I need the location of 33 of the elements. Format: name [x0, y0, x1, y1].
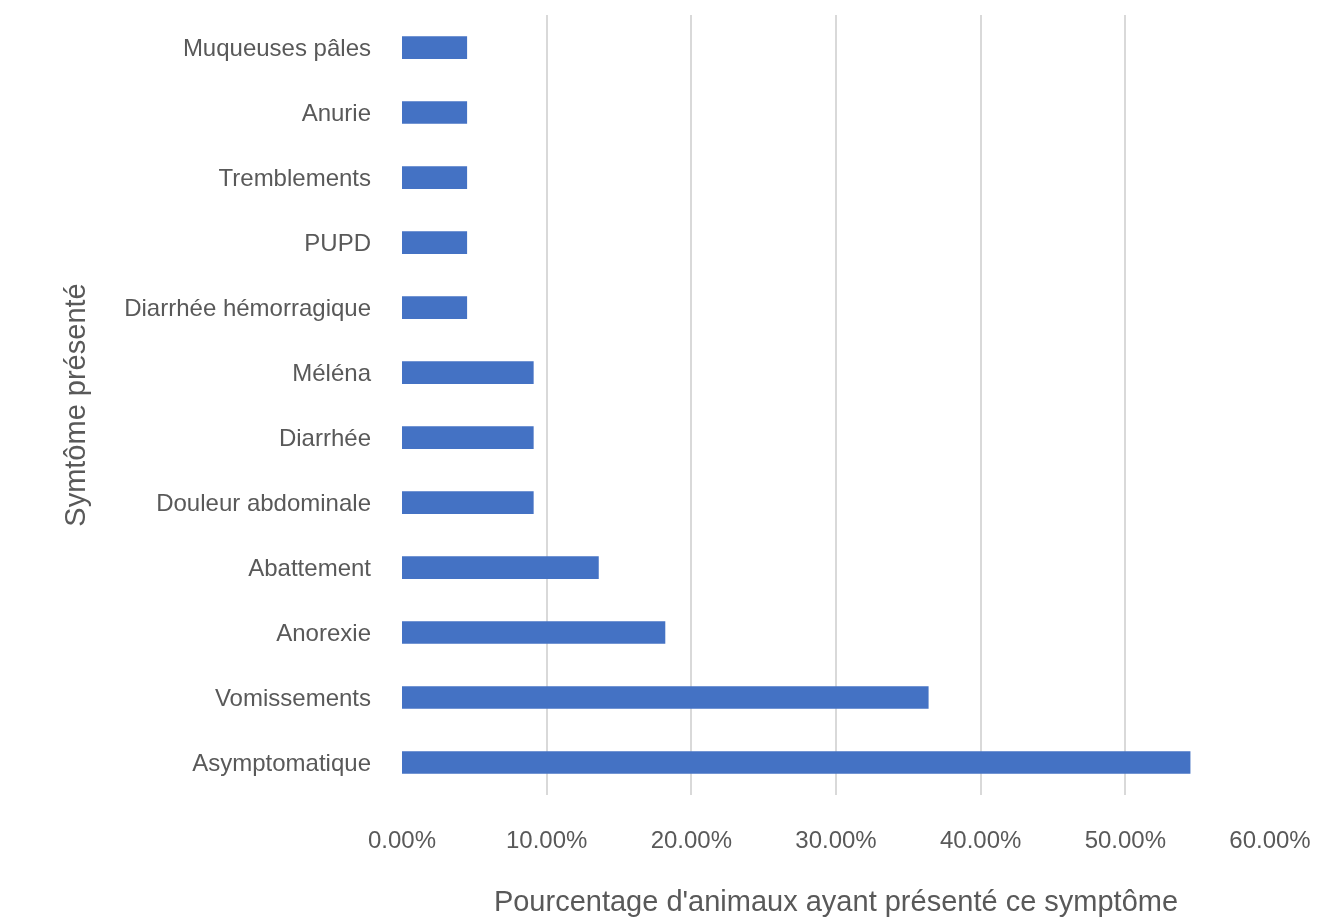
x-tick-label: 20.00% — [650, 826, 733, 853]
y-tick-label: Anurie — [301, 98, 371, 126]
bar — [402, 426, 534, 449]
x-tick-label: 40.00% — [939, 826, 1022, 853]
bar — [402, 101, 468, 124]
bar — [402, 621, 666, 644]
y-axis-title: Symtôme présenté — [58, 283, 91, 527]
bar — [402, 361, 534, 384]
bar — [402, 751, 1191, 774]
bar — [402, 231, 468, 254]
y-tick-label: Diarrhée hémorragique — [124, 293, 371, 321]
x-tick-label: 0.00% — [367, 826, 437, 853]
y-tick-label: Anorexie — [276, 618, 371, 646]
y-tick-label: Méléna — [292, 358, 372, 386]
x-axis-title: Pourcentage d'animaux ayant présenté ce symptôme — [493, 885, 1179, 917]
y-tick-label: Vomissements — [214, 683, 371, 711]
y-tick-label: Abattement — [248, 553, 372, 581]
x-tick-label: 30.00% — [795, 826, 877, 853]
bar — [402, 556, 599, 579]
x-tick-label: 60.00% — [1229, 826, 1311, 853]
y-tick-label: Muqueuses pâles — [182, 33, 371, 61]
bar — [402, 491, 534, 514]
bar — [402, 36, 468, 59]
y-tick-label: Diarrhée — [278, 423, 371, 451]
bar — [402, 166, 468, 189]
y-tick-label: Douleur abdominale — [156, 488, 371, 516]
bar — [402, 686, 929, 709]
y-tick-label: PUPD — [304, 228, 371, 256]
x-tick-label: 50.00% — [1084, 826, 1167, 853]
y-tick-label: Tremblements — [218, 163, 371, 191]
bar — [402, 296, 468, 319]
y-tick-label: Asymptomatique — [192, 748, 371, 776]
x-tick-label: 10.00% — [505, 826, 588, 853]
